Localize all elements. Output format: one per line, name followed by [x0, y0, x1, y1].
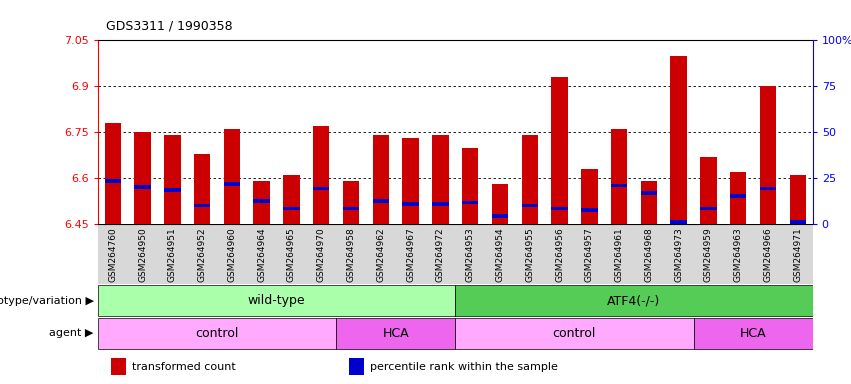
Text: GSM264760: GSM264760: [108, 227, 117, 282]
Bar: [522, 135, 538, 224]
Bar: [492, 184, 508, 224]
Bar: [224, 129, 240, 224]
Bar: [551, 77, 568, 224]
Bar: [492, 214, 508, 218]
Text: GSM264963: GSM264963: [734, 227, 743, 282]
Bar: [432, 135, 448, 224]
Text: GSM264965: GSM264965: [287, 227, 296, 282]
Bar: [700, 157, 717, 224]
Bar: [522, 204, 538, 207]
Text: GSM264970: GSM264970: [317, 227, 326, 282]
Bar: [98, 285, 455, 316]
Text: GSM264957: GSM264957: [585, 227, 594, 282]
Text: GSM264973: GSM264973: [674, 227, 683, 282]
Bar: [551, 207, 568, 210]
Text: GSM264972: GSM264972: [436, 227, 445, 282]
Bar: [283, 175, 300, 224]
Bar: [283, 207, 300, 210]
Text: percentile rank within the sample: percentile rank within the sample: [370, 362, 558, 372]
Text: GSM264960: GSM264960: [227, 227, 237, 282]
Text: control: control: [196, 327, 238, 340]
Bar: [343, 181, 359, 224]
Bar: [455, 318, 694, 349]
Text: GSM264950: GSM264950: [138, 227, 147, 282]
Bar: [336, 318, 455, 349]
Bar: [641, 191, 657, 195]
Text: agent ▶: agent ▶: [49, 328, 94, 338]
Text: GSM264953: GSM264953: [465, 227, 475, 282]
Bar: [98, 318, 336, 349]
Text: GSM264961: GSM264961: [614, 227, 624, 282]
Bar: [373, 135, 389, 224]
Text: GSM264956: GSM264956: [555, 227, 564, 282]
Bar: [760, 187, 776, 190]
Text: GSM264951: GSM264951: [168, 227, 177, 282]
Bar: [134, 185, 151, 189]
Bar: [432, 202, 448, 206]
Text: GSM264968: GSM264968: [644, 227, 654, 282]
Bar: [194, 204, 210, 207]
Text: GSM264962: GSM264962: [376, 227, 386, 282]
Bar: [313, 187, 329, 190]
Bar: [641, 181, 657, 224]
Text: ATF4(-/-): ATF4(-/-): [608, 294, 660, 307]
Bar: [224, 182, 240, 186]
Bar: [462, 200, 478, 204]
Bar: [373, 199, 389, 203]
Text: GSM264964: GSM264964: [257, 227, 266, 282]
Text: GSM264954: GSM264954: [495, 227, 505, 282]
Bar: [194, 154, 210, 224]
Bar: [581, 208, 597, 212]
Text: GSM264955: GSM264955: [525, 227, 534, 282]
Bar: [403, 202, 419, 206]
Text: GSM264952: GSM264952: [197, 227, 207, 282]
Text: transformed count: transformed count: [132, 362, 236, 372]
Bar: [611, 129, 627, 224]
Text: GSM264959: GSM264959: [704, 227, 713, 282]
Bar: [581, 169, 597, 224]
Text: GSM264958: GSM264958: [346, 227, 356, 282]
Bar: [349, 358, 364, 376]
Bar: [313, 126, 329, 224]
Text: HCA: HCA: [740, 327, 767, 340]
Text: GSM264966: GSM264966: [763, 227, 773, 282]
Bar: [611, 184, 627, 187]
Bar: [790, 175, 806, 224]
Bar: [105, 179, 121, 183]
Text: wild-type: wild-type: [248, 294, 306, 307]
Bar: [671, 56, 687, 224]
Bar: [343, 207, 359, 210]
Bar: [455, 285, 813, 316]
Bar: [254, 181, 270, 224]
Text: control: control: [553, 327, 596, 340]
Text: HCA: HCA: [382, 327, 409, 340]
Text: genotype/variation ▶: genotype/variation ▶: [0, 296, 94, 306]
Bar: [730, 172, 746, 224]
Bar: [134, 132, 151, 224]
Bar: [700, 207, 717, 210]
Bar: [671, 220, 687, 223]
Text: GSM264967: GSM264967: [406, 227, 415, 282]
Bar: [694, 318, 813, 349]
Bar: [462, 147, 478, 224]
Bar: [111, 358, 126, 376]
Text: GSM264971: GSM264971: [793, 227, 802, 282]
Bar: [164, 188, 180, 192]
Bar: [760, 86, 776, 224]
Bar: [164, 135, 180, 224]
Text: GDS3311 / 1990358: GDS3311 / 1990358: [106, 20, 233, 33]
Bar: [730, 194, 746, 198]
Bar: [403, 138, 419, 224]
Bar: [254, 199, 270, 203]
Bar: [105, 123, 121, 224]
Bar: [790, 220, 806, 223]
